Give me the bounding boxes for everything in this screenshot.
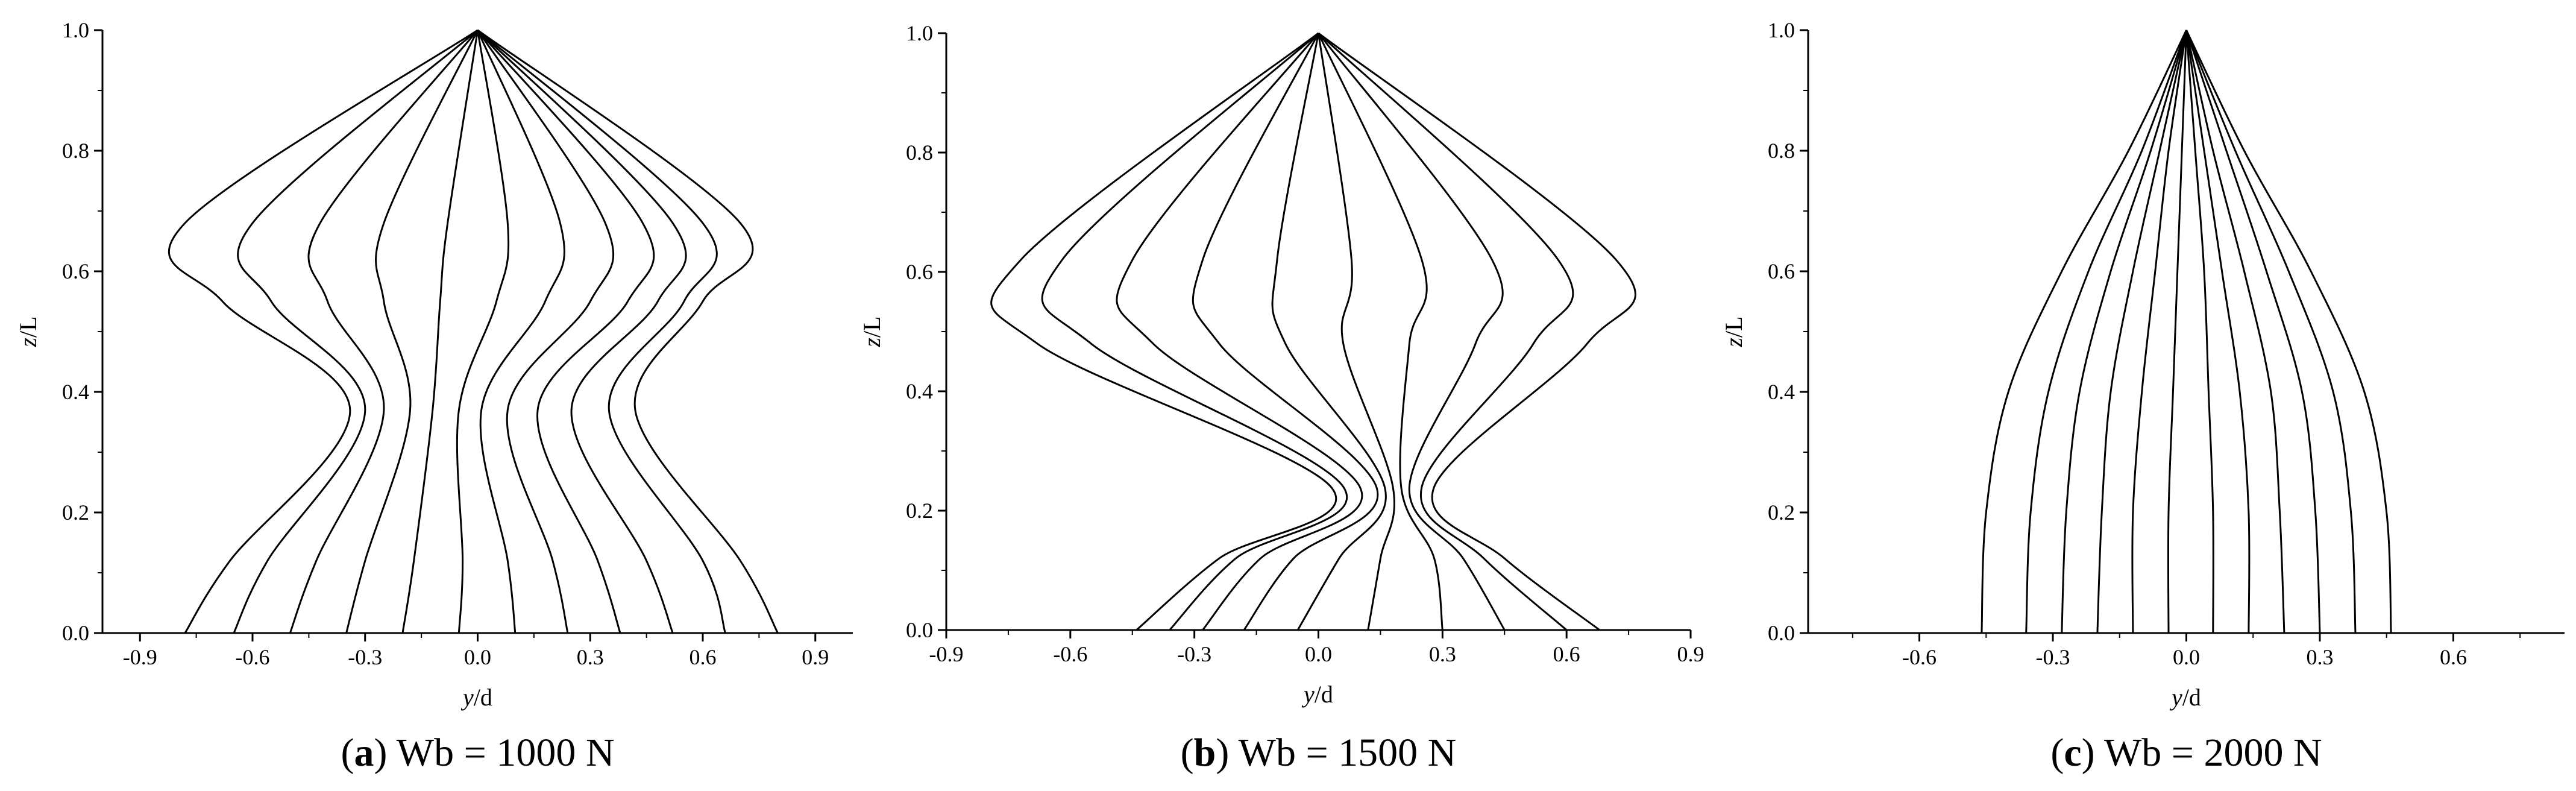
deflection-curve <box>477 29 726 634</box>
deflection-curve <box>2167 30 2187 634</box>
y-tick-label: 0.6 <box>1768 259 1795 283</box>
x-tick-label: 0.3 <box>2306 645 2333 669</box>
deflection-curve <box>1981 30 2187 634</box>
deflection-curve <box>2185 30 2214 634</box>
axes-group <box>101 30 853 634</box>
panel-caption: (b) Wb = 1500 N <box>1181 731 1457 775</box>
x-axis-label: y/d <box>2169 684 2201 711</box>
axes-group <box>945 33 1691 631</box>
deflection-curve <box>233 29 479 634</box>
panel-caption: (a) Wb = 1000 N <box>341 731 615 775</box>
x-tick-label: 0.6 <box>690 645 717 669</box>
deflection-curve <box>1318 33 1506 631</box>
y-tick-label: 0.8 <box>1768 139 1795 163</box>
deflection-curve <box>2185 30 2392 634</box>
panel-caption: (c) Wb = 2000 N <box>2050 731 2322 775</box>
y-tick-label: 0.8 <box>906 140 933 165</box>
y-tick-label: 0.2 <box>906 499 933 523</box>
ticks-group: 0.0 0.2 0.4 0.6 0.8 1.0 -0.9 -0.6 -0.3 0.0 0.3 0.6 0… <box>62 18 829 669</box>
y-tick-label: 0.6 <box>62 259 89 283</box>
x-tick-label: -0.3 <box>1177 642 1211 666</box>
x-axis-label: y/d <box>1301 681 1333 708</box>
deflection-curve <box>2061 30 2187 634</box>
curves-group <box>990 32 1636 631</box>
deflection-curve <box>477 29 687 634</box>
deflection-curve <box>2185 30 2357 634</box>
y-tick-label: 1.0 <box>1768 18 1795 42</box>
curves-group <box>1981 30 2392 634</box>
y-tick-label: 1.0 <box>906 21 933 45</box>
deflection-curve <box>477 30 565 634</box>
deflection-curve <box>2131 30 2187 634</box>
deflection-curve <box>1318 32 1574 631</box>
x-tick-label: -0.9 <box>929 642 964 666</box>
x-tick-label: 0.9 <box>802 645 829 669</box>
x-tick-label: 0.0 <box>2173 645 2200 669</box>
y-tick-label: 0.4 <box>906 379 933 403</box>
panel-b: 0.0 0.2 0.4 0.6 0.8 1.0 -0.9 -0.6 -0.3 0.0 0.3 0.6 0… <box>858 21 1704 775</box>
deflection-curve <box>477 29 779 634</box>
deflection-curve <box>2025 30 2187 634</box>
y-axis-label: z/L <box>14 316 42 347</box>
deflection-curve <box>1318 33 1396 631</box>
y-axis-label: z/L <box>1720 316 1747 347</box>
deflection-curve <box>289 30 479 634</box>
deflection-curve <box>1192 33 1379 631</box>
x-tick-label: -0.6 <box>236 645 270 669</box>
x-tick-label: 0.0 <box>464 645 491 669</box>
y-tick-label: 0.2 <box>1768 500 1795 525</box>
panel-c: 0.00.20.40.60.81.0-0.6 -0.3 0.0 0.3 0.6 y/d … <box>1720 18 2565 775</box>
x-tick-label: -0.3 <box>348 645 382 669</box>
x-tick-label: 0.0 <box>1305 642 1332 666</box>
y-tick-label: 0.4 <box>62 380 89 404</box>
x-tick-label: -0.9 <box>123 645 157 669</box>
y-tick-label: 0.0 <box>906 618 933 642</box>
ticks-group: 0.0 0.2 0.4 0.6 0.8 1.0 -0.9 -0.6 -0.3 0.0 0.3 0.6 0… <box>906 21 1704 666</box>
deflection-curve <box>990 32 1337 631</box>
x-tick-label: 0.3 <box>577 645 604 669</box>
y-tick-label: 0.4 <box>1768 380 1795 404</box>
y-tick-label: 0.2 <box>62 500 89 525</box>
y-tick-label: 1.0 <box>62 18 89 42</box>
deflection-curve <box>456 30 510 634</box>
x-tick-label: -0.6 <box>1053 642 1087 666</box>
panel-a: 0.0 0.2 0.4 0.6 0.8 1.0 -0.9 -0.6 -0.3 0.0 0.3 0.6 0… <box>14 18 853 775</box>
deflection-curve <box>2185 30 2285 634</box>
x-tick-label: 0.6 <box>1553 642 1580 666</box>
x-tick-label: 0.3 <box>1429 642 1456 666</box>
y-tick-label: 0.8 <box>62 139 89 163</box>
deflection-curve <box>2185 30 2321 634</box>
x-tick-label: -0.6 <box>1902 645 1937 669</box>
y-tick-label: 0.6 <box>906 260 933 284</box>
deflection-curve <box>345 30 479 634</box>
ticks-group: 0.0 0.2 0.4 0.6 0.8 1.0 -0.6 -0.3 0.0 0.3 0.6 <box>1768 18 2521 669</box>
deflection-curve <box>477 30 655 634</box>
y-tick-label: 0.0 <box>1768 621 1795 645</box>
x-tick-label: -0.3 <box>2036 645 2070 669</box>
y-axis-label: z/L <box>858 316 885 347</box>
x-tick-label: 0.6 <box>2440 645 2467 669</box>
deflection-curve <box>477 30 615 634</box>
x-tick-label: 0.9 <box>1677 642 1704 666</box>
deflection-curve <box>1318 33 1444 631</box>
deflection-curve <box>1271 33 1387 631</box>
x-axis-label: y/d <box>460 684 492 711</box>
deflection-curve <box>1318 32 1636 631</box>
deflection-curve <box>2185 30 2251 634</box>
y-tick-label: 0.0 <box>62 621 89 645</box>
axes-group <box>1807 30 2565 634</box>
deflection-curve <box>401 30 479 634</box>
deflection-curve <box>168 29 479 634</box>
curves-group <box>168 29 779 634</box>
deflection-curve <box>1116 33 1363 631</box>
deflection-curve <box>1041 32 1348 631</box>
deflection-curve <box>2096 30 2187 634</box>
